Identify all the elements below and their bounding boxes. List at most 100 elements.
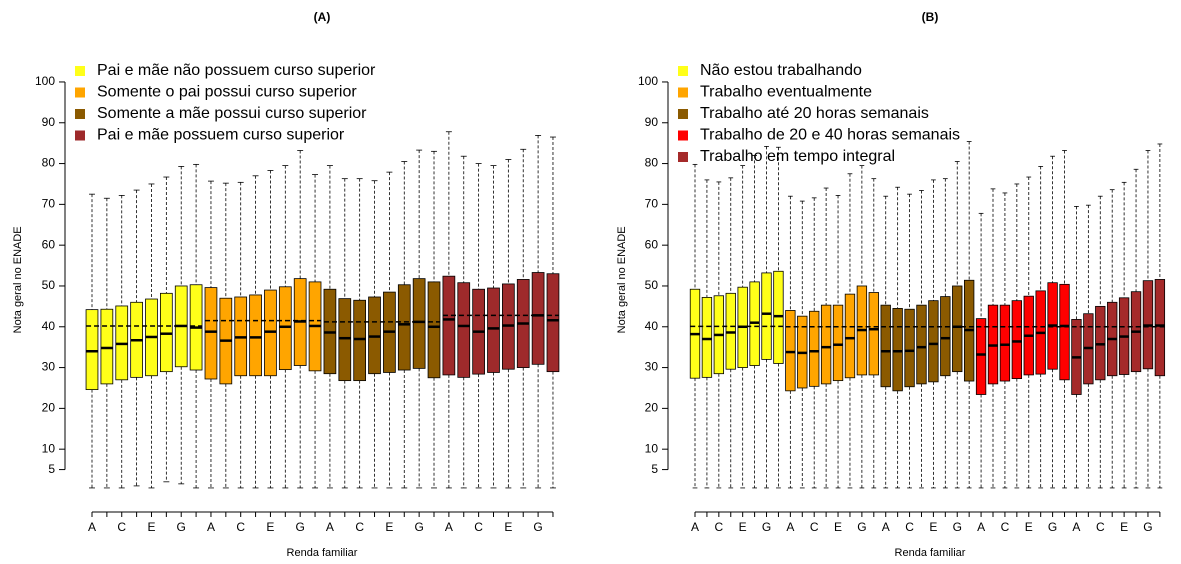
box bbox=[353, 299, 367, 382]
x-tick-label: C bbox=[355, 520, 364, 534]
x-tick-label: G bbox=[857, 520, 866, 534]
legend-label: Trabalho em tempo integral bbox=[700, 148, 895, 165]
y-tick-label: 90 bbox=[42, 115, 56, 129]
y-tick-label: 20 bbox=[42, 401, 56, 415]
box bbox=[1154, 279, 1166, 377]
box bbox=[278, 286, 292, 371]
box bbox=[761, 272, 772, 360]
x-tick-label: G bbox=[533, 520, 542, 534]
legend-swatch bbox=[678, 87, 688, 98]
x-tick-label: G bbox=[296, 520, 305, 534]
x-tick-label: A bbox=[445, 520, 453, 534]
box bbox=[999, 304, 1011, 382]
box bbox=[844, 293, 856, 379]
box bbox=[1059, 283, 1070, 381]
y-tick-label: 5 bbox=[48, 462, 55, 476]
y-tick-label: 100 bbox=[35, 74, 55, 88]
x-tick-label: G bbox=[1048, 520, 1057, 534]
y-tick-label: 60 bbox=[645, 237, 659, 251]
box bbox=[338, 298, 352, 382]
legend-label: Não estou trabalhando bbox=[700, 62, 862, 79]
x-tick-label: A bbox=[1072, 520, 1080, 534]
box bbox=[928, 300, 939, 383]
x-tick-label: C bbox=[1001, 520, 1010, 534]
y-tick-label: 100 bbox=[638, 74, 658, 88]
y-tick-label: 10 bbox=[42, 441, 56, 455]
box bbox=[880, 304, 891, 388]
box bbox=[785, 310, 796, 392]
box bbox=[427, 281, 441, 379]
box bbox=[701, 296, 713, 378]
x-tick-label: E bbox=[385, 520, 393, 534]
y-tick-label: 70 bbox=[42, 197, 56, 211]
box bbox=[892, 308, 903, 392]
box bbox=[546, 273, 560, 373]
y-tick-label: 5 bbox=[651, 462, 658, 476]
x-tick-label: G bbox=[414, 520, 423, 534]
y-tick-label: 30 bbox=[645, 360, 659, 374]
y-tick-label: 40 bbox=[645, 319, 659, 333]
legend-swatch bbox=[678, 66, 688, 76]
x-tick-label: A bbox=[977, 520, 985, 534]
x-tick-label: G bbox=[953, 520, 962, 534]
y-axis-label: Nota geral no ENADE bbox=[616, 226, 628, 333]
y-tick-label: 20 bbox=[645, 401, 659, 415]
x-tick-label: C bbox=[715, 520, 724, 534]
x-tick-label: E bbox=[504, 520, 512, 534]
y-tick-label: 30 bbox=[42, 360, 56, 374]
box bbox=[904, 308, 915, 388]
x-tick-label: G bbox=[762, 520, 771, 534]
x-tick-label: C bbox=[474, 520, 483, 534]
y-tick-label: 50 bbox=[645, 278, 659, 292]
box bbox=[940, 296, 951, 377]
legend-label: Trabalho até 20 horas semanais bbox=[700, 105, 929, 122]
x-tick-label: A bbox=[786, 520, 794, 534]
box bbox=[820, 304, 832, 385]
box bbox=[868, 292, 879, 376]
x-axis-label: Renda familiar bbox=[895, 547, 966, 559]
x-tick-label: A bbox=[88, 520, 96, 534]
box bbox=[531, 272, 545, 365]
x-tick-label: E bbox=[929, 520, 937, 534]
box bbox=[204, 287, 218, 380]
box bbox=[916, 304, 927, 385]
y-tick-label: 70 bbox=[645, 197, 659, 211]
legend-label: Somente a mãe possui curso superior bbox=[97, 105, 367, 122]
x-tick-label: G bbox=[1143, 520, 1152, 534]
legend-swatch bbox=[678, 152, 688, 162]
y-tick-label: 40 bbox=[42, 319, 56, 333]
legend-label: Trabalho de 20 e 40 horas semanais bbox=[700, 127, 960, 144]
x-tick-label: G bbox=[177, 520, 186, 534]
x-tick-label: E bbox=[266, 520, 274, 534]
legend-swatch bbox=[75, 66, 85, 76]
y-tick-label: 80 bbox=[42, 156, 56, 170]
x-tick-label: A bbox=[207, 520, 215, 534]
x-tick-label: C bbox=[810, 520, 819, 534]
x-tick-label: C bbox=[236, 520, 245, 534]
y-tick-label: 90 bbox=[645, 115, 659, 129]
x-axis-label: Renda familiar bbox=[287, 547, 358, 559]
x-tick-label: C bbox=[905, 520, 914, 534]
y-tick-label: 60 bbox=[42, 237, 56, 251]
box bbox=[442, 275, 456, 376]
box bbox=[975, 318, 987, 395]
x-tick-label: A bbox=[882, 520, 890, 534]
x-tick-label: E bbox=[834, 520, 842, 534]
box bbox=[100, 308, 114, 385]
legend-swatch bbox=[678, 109, 688, 119]
x-tick-label: E bbox=[1120, 520, 1128, 534]
chart-title: (B) bbox=[922, 10, 939, 24]
x-tick-label: E bbox=[739, 520, 747, 534]
x-tick-label: E bbox=[1025, 520, 1033, 534]
box bbox=[952, 285, 963, 373]
y-tick-label: 50 bbox=[42, 278, 56, 292]
y-tick-label: 10 bbox=[645, 441, 659, 455]
x-tick-label: C bbox=[117, 520, 126, 534]
box bbox=[457, 282, 471, 378]
box bbox=[1011, 300, 1023, 379]
legend-label: Pai e mãe não possuem curso superior bbox=[97, 62, 376, 79]
box bbox=[809, 310, 820, 387]
x-tick-label: E bbox=[147, 520, 155, 534]
legend-label: Somente o pai possui curso superior bbox=[97, 84, 357, 101]
